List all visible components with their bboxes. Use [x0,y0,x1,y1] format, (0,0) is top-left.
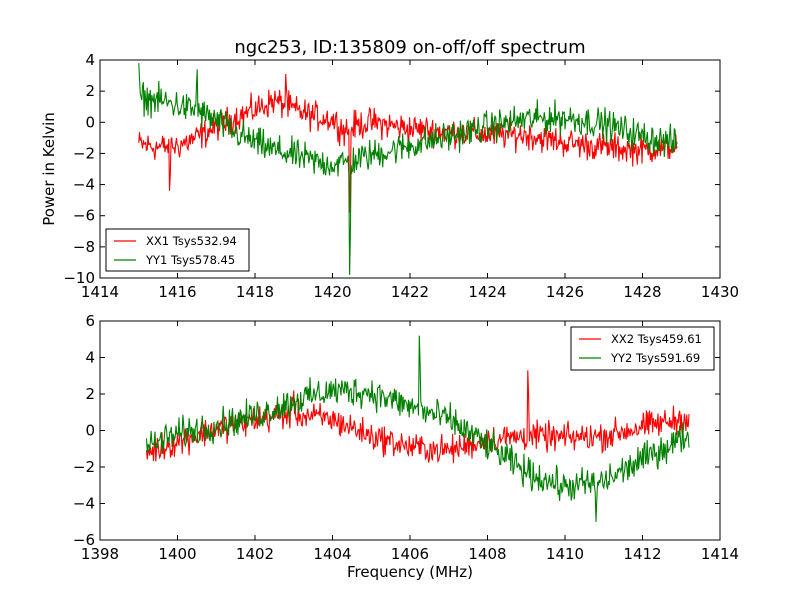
x-tick-label: 1426 [546,283,584,301]
y-tick-label: −8 [73,238,95,256]
y-tick-label: 4 [85,349,95,367]
x-tick-label: 1416 [158,283,196,301]
legend-entry: XX2 Tsys459.61 [611,332,702,346]
legend-entry: YY2 Tsys591.69 [610,351,700,365]
x-tick-label: 1430 [701,283,739,301]
y-tick-label: 0 [85,113,95,131]
series-line-yy1 [138,63,678,275]
x-tick-label: 1410 [546,545,584,563]
y-tick-label: −4 [73,176,95,194]
y-tick-label: −2 [73,144,95,162]
series-line-yy2 [145,335,690,522]
y-tick-label: −6 [73,531,95,549]
legend-entry: YY1 Tsys578.45 [145,253,235,267]
x-tick-label: 1404 [313,545,351,563]
y-axis-label: Power in Kelvin [40,112,58,226]
plot-area-bottom [145,335,690,522]
x-tick-label: 1402 [236,545,274,563]
legend-bottom: XX2 Tsys459.61 YY2 Tsys591.69 [570,326,715,371]
legend-box [570,326,715,371]
x-axis-label: Frequency (MHz) [347,563,473,581]
axes-top: 1414 1416 1418 1420 1422 1424 1426 1428 1430 −10 −… [63,51,739,301]
y-tick-label: 4 [85,51,95,69]
bottom-panel: 1398 1400 1402 1404 1406 1408 1410 1412 1414 −6 −4… [73,312,739,581]
y-tick-label: 0 [85,422,95,440]
x-tick-label: 1408 [468,545,506,563]
x-tick-label: 1424 [468,283,506,301]
x-tick-label: 1398 [81,545,119,563]
y-tick-label: 6 [85,312,95,330]
top-panel: ngc253, ID:135809 on-off/off spectrum Po… [40,37,739,301]
legend-top: XX1 Tsys532.94 YY1 Tsys578.45 [105,228,250,272]
x-tick-label: 1414 [701,545,739,563]
x-tick-label: 1406 [391,545,429,563]
y-tick-label: −2 [73,458,95,476]
y-tick-label: −4 [73,495,95,513]
x-tick-label: 1418 [236,283,274,301]
x-tick-label: 1400 [158,545,196,563]
legend-entry: XX1 Tsys532.94 [146,234,237,248]
y-tick-label: −10 [63,269,95,287]
legend-box [105,228,250,272]
plot-area-top [138,63,678,275]
x-tick-label: 1412 [623,545,661,563]
y-tick-label: −6 [73,207,95,225]
x-tick-label: 1428 [623,283,661,301]
x-tick-label: 1422 [391,283,429,301]
y-tick-label: 2 [85,82,95,100]
chart-title: ngc253, ID:135809 on-off/off spectrum [234,37,585,58]
x-tick-label: 1414 [81,283,119,301]
axes-bottom: 1398 1400 1402 1404 1406 1408 1410 1412 1414 −6 −4… [73,312,739,563]
y-tick-label: 2 [85,385,95,403]
x-tick-label: 1420 [313,283,351,301]
